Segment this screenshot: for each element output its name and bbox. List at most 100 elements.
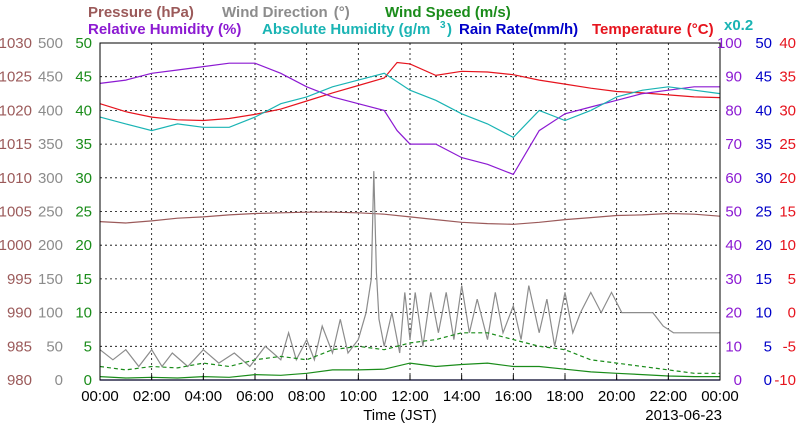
x-tick-label: 10:00 [340,388,378,405]
y-tick-label: 40 [725,237,742,254]
y-tick-label: 1030 [0,35,32,52]
y-tick-label: 0 [764,372,772,389]
legend-superscript: 3 [440,20,446,31]
y-tick-label: 30 [75,170,92,187]
series-line [99,62,720,176]
x-axis-ticks: 00:00 02:00 04:00 06:00 08:00 10:00 12:00 14:00… [81,375,739,405]
series-line [99,72,721,139]
y-tick-label: 5 [788,271,796,288]
y-tick-label: 0 [788,305,796,322]
y-tick-label: 35 [755,136,772,153]
legend-entry: Pressure (hPa) [88,4,194,21]
y-tick-label: 30 [725,271,742,288]
y-tick-label: 45 [755,69,772,86]
y-tick-label: 1005 [0,204,32,221]
x-tick-label: 16:00 [495,388,533,405]
x-tick-label: 20:00 [598,388,636,405]
legend-text: (°) [334,4,350,21]
y-tick-label: 1010 [0,170,32,187]
y-tick-label: 400 [38,102,63,119]
x-tick-label: 12:00 [391,388,429,405]
legend-text: Temperature [592,21,682,38]
legend-entry: Temperature (°C) [592,21,714,38]
y-tick-label: -10 [774,372,796,389]
y-tick-label: 60 [725,170,742,187]
y-tick-label: 980 [7,372,32,389]
y-tick-label: 15 [779,204,796,221]
y-tick-label: 1025 [0,69,32,86]
y-tick-label: 985 [7,338,32,355]
x-tick-label: 06:00 [236,388,274,405]
y-tick-label: 500 [38,35,63,52]
grid [100,43,720,380]
legend-text: Pressure (hPa) [88,4,194,21]
y-tick-label: -5 [783,338,796,355]
y-axes: 9809859909951000100510101015102010251030… [0,35,796,389]
y-tick-label: 40 [755,102,772,119]
y-tick-label: 70 [725,136,742,153]
legend-entry: x0.2 [724,17,753,34]
y-tick-label: 20 [779,170,796,187]
x-tick-label: 04:00 [185,388,223,405]
y-tick-label: 50 [755,35,772,52]
x-tick-label: 22:00 [650,388,688,405]
legend-entry: Wind Direction (°) [222,4,350,21]
y-tick-label: 80 [725,102,742,119]
legend-entry: ) [447,21,452,38]
legend-text: Wind Speed (m/s) [385,4,511,21]
y-tick-label: 0 [84,372,92,389]
y-tick-label: 10 [75,305,92,322]
y-tick-label: 10 [725,338,742,355]
y-tick-label: 20 [725,305,742,322]
y-tick-label: 50 [725,204,742,221]
legend-text: (°C) [687,21,714,38]
y-tick-label: 0 [55,372,63,389]
y-tick-label: 35 [75,136,92,153]
y-tick-label: 40 [75,102,92,119]
y-tick-label: 15 [755,271,772,288]
y-tick-label: 995 [7,271,32,288]
y-tick-label: 10 [755,305,772,322]
y-tick-label: 25 [75,204,92,221]
x-tick-label: 00:00 [81,388,119,405]
y-tick-label: 5 [84,338,92,355]
legend-entry: Rain Rate(mm/h) [459,21,578,38]
y-tick-label: 35 [779,69,796,86]
series-line [99,332,720,374]
y-tick-label: 990 [7,305,32,322]
x-tick-label: 14:00 [443,388,481,405]
y-tick-label: 45 [75,69,92,86]
y-tick-label: 20 [75,237,92,254]
y-tick-label: 15 [75,271,92,288]
y-tick-label: 40 [779,35,796,52]
date-label: 2013-06-23 [645,407,722,424]
x-tick-label: 00:00 [701,388,739,405]
y-tick-label: 30 [779,102,796,119]
legend-text: Relative Humidity (%) [88,21,241,38]
legend-text: x0.2 [724,17,753,34]
x-tick-label: 08:00 [288,388,326,405]
legend-text: Wind Direction [222,4,328,21]
y-tick-label: 200 [38,237,63,254]
y-tick-label: 0 [734,372,742,389]
y-tick-label: 300 [38,170,63,187]
legend-entry: Absolute Humidity (g/m [262,21,430,38]
series-line [99,211,721,225]
y-tick-label: 20 [755,237,772,254]
y-tick-label: 50 [75,35,92,52]
y-tick-label: 1020 [0,102,32,119]
y-tick-label: 5 [764,338,772,355]
x-tick-label: 02:00 [133,388,171,405]
y-tick-label: 350 [38,136,63,153]
legend-text: Absolute Humidity (g/m [262,21,430,38]
legend: Pressure (hPa) Wind Direction (°) Wind Spee… [88,4,753,38]
series-line [99,61,721,122]
y-tick-label: 90 [725,69,742,86]
y-tick-label: 25 [755,204,772,221]
y-tick-label: 100 [717,35,742,52]
legend-entry: Wind Speed (m/s) [385,4,511,21]
legend-text: Rain Rate(mm/h) [459,21,578,38]
y-tick-label: 50 [46,338,63,355]
series-line [99,171,720,368]
